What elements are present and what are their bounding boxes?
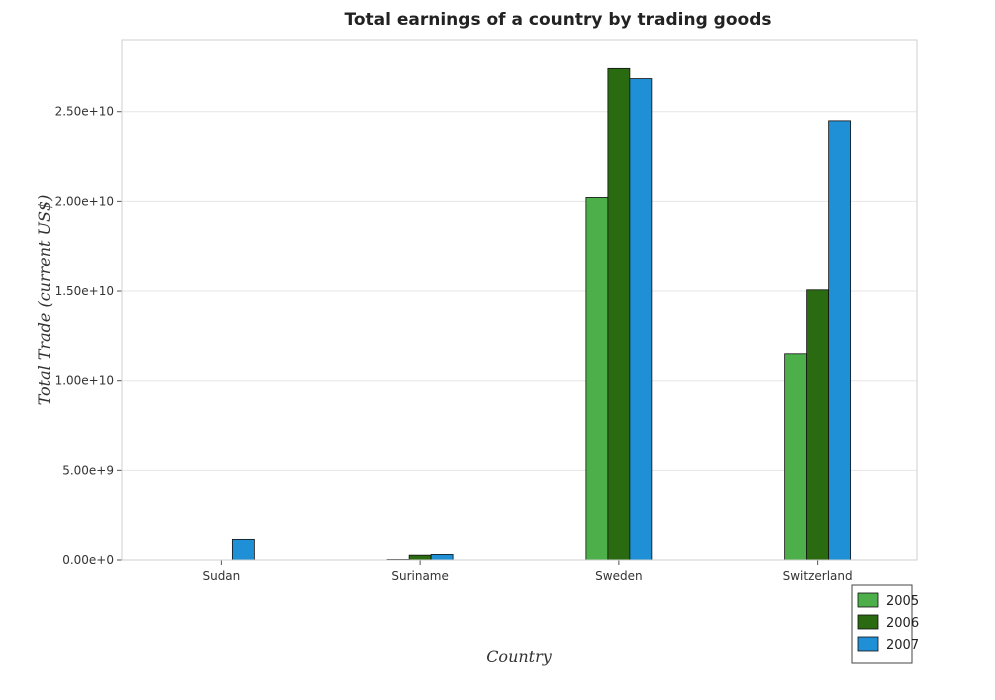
legend-label-2005: 2005 (886, 594, 919, 609)
legend-label-2007: 2007 (886, 638, 919, 653)
bar-2006-suriname (408, 554, 432, 561)
legend-label-2006: 2006 (886, 616, 919, 631)
y-axis-label: Total Trade (current US$) (35, 195, 54, 406)
legend-swatch-2006 (857, 614, 879, 630)
x-tick-label: Sweden (595, 569, 642, 583)
legend-swatch-2005 (857, 592, 879, 608)
x-axis-label: Country (486, 647, 553, 666)
y-tick-label: 2.00e+10 (55, 194, 114, 208)
y-tick-label: 0.00e+0 (62, 553, 114, 567)
bars (231, 67, 852, 561)
bar-2007-switzerland (828, 120, 852, 561)
legend: 2005 2006 2007 (851, 584, 919, 664)
y-tick-label: 5.00e+9 (62, 463, 114, 477)
x-tick-label: Switzerland (783, 569, 853, 583)
x-tick-label: Suriname (391, 569, 449, 583)
y-tick-label: 2.50e+10 (55, 105, 114, 119)
x-axis-ticks: Sudan Suriname Sweden Switzerland (202, 560, 853, 583)
bar-2006-switzerland (806, 289, 830, 561)
bar-2006-sweden (607, 67, 631, 561)
plot-frame (121, 39, 918, 561)
y-axis-ticks: 0.00e+0 5.00e+9 1.00e+10 1.50e+10 2.00e+10 2.… (55, 105, 122, 567)
legend-swatch-2007 (857, 636, 879, 652)
bar-2007-sudan (231, 538, 255, 561)
chart-title: Total earnings of a country by trading g… (345, 10, 772, 30)
bar-2005-sweden (585, 197, 609, 561)
bar-2005-switzerland (784, 353, 808, 561)
y-tick-label: 1.50e+10 (55, 284, 114, 298)
x-tick-label: Sudan (202, 569, 240, 583)
bar-2007-suriname (430, 554, 454, 561)
y-tick-label: 1.00e+10 (55, 374, 114, 388)
bar-2007-sweden (629, 78, 653, 561)
